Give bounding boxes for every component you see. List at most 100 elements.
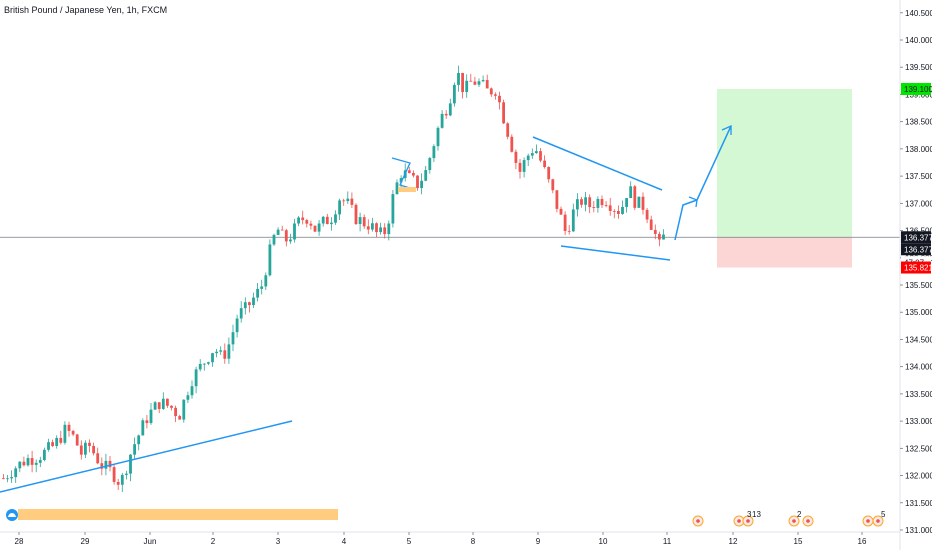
candle-body[interactable] bbox=[248, 302, 251, 306]
candle-body[interactable] bbox=[448, 103, 452, 116]
candle-body[interactable] bbox=[252, 297, 255, 306]
candle-body[interactable] bbox=[14, 468, 18, 478]
candle-body[interactable] bbox=[321, 216, 325, 224]
candle-body[interactable] bbox=[366, 226, 370, 230]
candle-body[interactable] bbox=[567, 230, 571, 232]
stop-zone[interactable] bbox=[717, 237, 852, 268]
candle-body[interactable] bbox=[6, 478, 9, 480]
candle-body[interactable] bbox=[182, 399, 186, 420]
candle-body[interactable] bbox=[198, 363, 202, 370]
candle-body[interactable] bbox=[510, 136, 514, 152]
candle-body[interactable] bbox=[555, 190, 559, 209]
candle-body[interactable] bbox=[137, 435, 141, 445]
candle-body[interactable] bbox=[108, 460, 112, 468]
candle-body[interactable] bbox=[481, 80, 485, 82]
candle-body[interactable] bbox=[313, 225, 317, 232]
candle-body[interactable] bbox=[2, 478, 5, 480]
candle-body[interactable] bbox=[338, 200, 341, 215]
target-zone[interactable] bbox=[717, 89, 852, 238]
candle-body[interactable] bbox=[260, 286, 264, 289]
candle-body[interactable] bbox=[268, 244, 272, 276]
candle-body[interactable] bbox=[174, 407, 177, 417]
candle-body[interactable] bbox=[239, 308, 243, 319]
support-trendline[interactable] bbox=[0, 420, 293, 493]
candle-body[interactable] bbox=[186, 395, 190, 400]
candle-body[interactable] bbox=[264, 275, 268, 287]
candle-body[interactable] bbox=[399, 178, 403, 183]
candle-body[interactable] bbox=[354, 204, 358, 224]
candle-body[interactable] bbox=[231, 332, 235, 345]
candle-body[interactable] bbox=[223, 350, 227, 359]
candle-body[interactable] bbox=[489, 88, 493, 95]
candle-body[interactable] bbox=[297, 217, 300, 224]
candle-body[interactable] bbox=[494, 94, 497, 96]
candle-body[interactable] bbox=[207, 362, 210, 364]
candle-body[interactable] bbox=[190, 386, 194, 396]
candle-body[interactable] bbox=[526, 155, 530, 161]
candle-body[interactable] bbox=[43, 449, 46, 461]
candle-body[interactable] bbox=[63, 424, 67, 443]
candle-body[interactable] bbox=[92, 445, 95, 454]
candle-body[interactable] bbox=[112, 467, 116, 482]
projection-arrow[interactable] bbox=[674, 125, 732, 241]
candle-body[interactable] bbox=[334, 214, 337, 223]
candle-body[interactable] bbox=[629, 186, 633, 199]
candle-body[interactable] bbox=[362, 217, 366, 227]
candle-body[interactable] bbox=[420, 180, 423, 189]
candle-body[interactable] bbox=[477, 81, 481, 85]
lower-wedge-trendline[interactable] bbox=[560, 245, 671, 261]
candle-body[interactable] bbox=[38, 460, 42, 463]
candle-body[interactable] bbox=[18, 461, 22, 469]
candle-body[interactable] bbox=[26, 458, 30, 466]
candle-body[interactable] bbox=[571, 209, 575, 232]
candle-body[interactable] bbox=[649, 219, 653, 230]
candle-body[interactable] bbox=[637, 196, 641, 208]
candle-body[interactable] bbox=[543, 160, 546, 168]
candle-body[interactable] bbox=[453, 84, 456, 104]
candle-body[interactable] bbox=[149, 409, 153, 424]
candle-body[interactable] bbox=[432, 146, 436, 159]
candle-body[interactable] bbox=[469, 80, 473, 82]
candle-body[interactable] bbox=[461, 72, 464, 93]
candle-body[interactable] bbox=[272, 234, 276, 245]
candle-body[interactable] bbox=[301, 217, 305, 221]
candle-body[interactable] bbox=[215, 351, 218, 354]
candle-body[interactable] bbox=[539, 151, 542, 161]
candle-body[interactable] bbox=[211, 353, 214, 363]
candle-body[interactable] bbox=[75, 434, 79, 446]
candle-body[interactable] bbox=[125, 473, 128, 475]
candle-body[interactable] bbox=[276, 229, 280, 235]
candle-body[interactable] bbox=[116, 481, 120, 485]
candle-body[interactable] bbox=[133, 444, 136, 455]
candle-body[interactable] bbox=[280, 229, 284, 231]
candle-body[interactable] bbox=[465, 80, 469, 93]
candle-body[interactable] bbox=[51, 442, 54, 446]
candle-body[interactable] bbox=[559, 208, 563, 215]
candle-body[interactable] bbox=[424, 170, 428, 181]
candle-body[interactable] bbox=[325, 216, 329, 225]
candle-body[interactable] bbox=[67, 424, 71, 431]
candle-body[interactable] bbox=[350, 198, 354, 205]
candle-body[interactable] bbox=[129, 454, 132, 474]
candle-body[interactable] bbox=[658, 233, 661, 240]
candle-body[interactable] bbox=[170, 405, 173, 408]
candle-body[interactable] bbox=[621, 206, 624, 214]
candle-body[interactable] bbox=[145, 420, 149, 424]
candle-body[interactable] bbox=[440, 113, 444, 128]
candle-body[interactable] bbox=[444, 113, 448, 116]
candle-body[interactable] bbox=[166, 398, 169, 406]
candle-body[interactable] bbox=[625, 198, 628, 207]
candle-body[interactable] bbox=[617, 210, 620, 214]
candle-body[interactable] bbox=[178, 416, 182, 420]
candle-body[interactable] bbox=[502, 102, 505, 124]
candle-body[interactable] bbox=[662, 234, 665, 240]
candle-body[interactable] bbox=[346, 198, 350, 202]
candle-body[interactable] bbox=[522, 160, 526, 172]
candle-body[interactable] bbox=[227, 344, 231, 359]
candle-body[interactable] bbox=[653, 229, 657, 234]
candle-body[interactable] bbox=[100, 463, 104, 469]
candle-body[interactable] bbox=[317, 223, 321, 232]
candle-body[interactable] bbox=[96, 453, 100, 464]
